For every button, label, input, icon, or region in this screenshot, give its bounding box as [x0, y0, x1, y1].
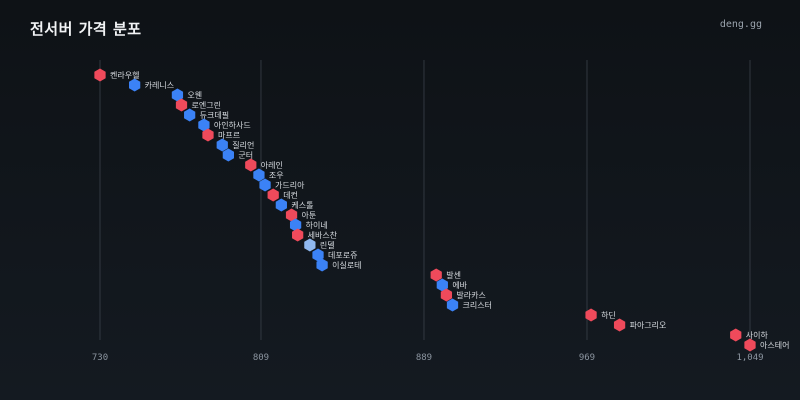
point-label: 아레인 — [261, 160, 283, 170]
data-point[interactable]: 린델 — [304, 238, 335, 252]
x-tick-label: 969 — [579, 353, 595, 363]
data-point[interactable]: 하이네 — [289, 218, 328, 232]
chart-title: 전서버 가격 분포 — [30, 20, 142, 38]
point-marker[interactable] — [316, 258, 328, 272]
data-point[interactable]: 듀크데필 — [184, 108, 229, 122]
point-marker[interactable] — [222, 148, 234, 162]
point-label: 발라카스 — [456, 290, 485, 300]
point-label: 파아그리오 — [630, 320, 667, 330]
point-marker[interactable] — [312, 248, 324, 262]
point-marker[interactable] — [730, 328, 742, 342]
data-point[interactable]: 발라카스 — [440, 288, 486, 302]
point-marker[interactable] — [275, 198, 287, 212]
data-point[interactable]: 켄라우헬 — [94, 68, 139, 82]
x-tick-label: 730 — [92, 353, 108, 363]
data-point[interactable]: 아레인 — [245, 158, 283, 172]
x-tick-label: 809 — [253, 353, 269, 363]
data-point[interactable]: 질리언 — [216, 138, 255, 152]
point-label: 카레니스 — [145, 80, 174, 90]
data-point[interactable]: 오웬 — [171, 88, 202, 102]
point-marker[interactable] — [292, 228, 304, 242]
point-label: 켄라우헬 — [110, 70, 139, 80]
point-marker[interactable] — [184, 108, 196, 122]
data-point[interactable]: 케스톨 — [275, 198, 314, 212]
point-marker[interactable] — [267, 188, 279, 202]
point-marker[interactable] — [175, 98, 188, 112]
point-label: 군터 — [238, 151, 253, 160]
x-tick-label: 1,049 — [736, 353, 763, 363]
point-marker[interactable] — [198, 118, 210, 132]
data-point[interactable]: 크리스터 — [446, 298, 492, 312]
point-marker[interactable] — [245, 158, 257, 172]
point-label: 아툰 — [302, 210, 317, 220]
point-marker[interactable] — [304, 238, 316, 252]
point-label: 사이하 — [746, 330, 769, 340]
data-point[interactable]: 데포로쥬 — [312, 248, 357, 262]
point-label: 케스톨 — [291, 201, 313, 210]
point-label: 듀크데필 — [200, 110, 229, 120]
point-label: 오웬 — [187, 91, 202, 100]
data-point[interactable]: 아인하사드 — [198, 118, 251, 132]
point-marker[interactable] — [94, 68, 106, 82]
data-point[interactable]: 군터 — [222, 148, 253, 162]
point-marker[interactable] — [446, 298, 459, 312]
data-point[interactable]: 조우 — [253, 168, 284, 182]
point-label: 하딘 — [601, 310, 616, 320]
point-marker[interactable] — [585, 308, 597, 322]
data-point[interactable]: 사이하 — [730, 328, 769, 342]
point-marker[interactable] — [430, 268, 442, 282]
point-label: 린델 — [320, 240, 335, 250]
point-label: 아스테어 — [760, 340, 789, 350]
point-label: 이실로테 — [332, 260, 361, 270]
point-label: 데컨 — [283, 190, 298, 200]
point-label: 크리스터 — [463, 301, 492, 310]
data-point[interactable]: 가드리아 — [259, 178, 305, 192]
point-label: 데포로쥬 — [328, 251, 357, 260]
point-marker[interactable] — [171, 88, 184, 102]
point-label: 가드리아 — [275, 180, 305, 190]
data-point[interactable]: 마프르 — [202, 128, 240, 142]
x-tick-label: 889 — [416, 353, 432, 363]
brand-label: deng.gg — [719, 19, 762, 30]
data-point[interactable]: 하딘 — [585, 308, 616, 322]
point-label: 발센 — [446, 270, 461, 280]
point-label: 질리언 — [232, 140, 254, 150]
point-label: 조우 — [269, 171, 284, 180]
point-marker[interactable] — [289, 218, 302, 232]
data-point[interactable]: 세바스찬 — [292, 228, 338, 242]
data-point[interactable]: 로엔그린 — [175, 98, 221, 112]
point-label: 하이네 — [306, 220, 328, 230]
data-point[interactable]: 아툰 — [285, 208, 317, 222]
data-point[interactable]: 카레니스 — [129, 78, 174, 92]
point-marker[interactable] — [440, 288, 453, 302]
point-label: 에바 — [452, 280, 467, 290]
point-label: 로엔그린 — [192, 100, 221, 110]
point-marker[interactable] — [253, 168, 265, 182]
data-point[interactable]: 에바 — [436, 278, 468, 292]
data-point[interactable]: 이실로테 — [316, 258, 362, 272]
point-marker[interactable] — [216, 138, 228, 152]
point-marker[interactable] — [285, 208, 298, 222]
point-label: 세바스찬 — [308, 230, 338, 240]
data-point[interactable]: 파아그리오 — [613, 318, 667, 332]
data-point[interactable]: 데컨 — [267, 188, 298, 202]
point-marker[interactable] — [744, 338, 756, 352]
point-marker[interactable] — [129, 78, 141, 92]
point-marker[interactable] — [613, 318, 626, 332]
point-label: 마프르 — [218, 131, 240, 140]
data-point[interactable]: 아스테어 — [744, 338, 789, 352]
point-marker[interactable] — [202, 128, 214, 142]
point-label: 아인하사드 — [214, 120, 251, 130]
point-marker[interactable] — [259, 178, 271, 192]
point-marker[interactable] — [436, 278, 448, 292]
data-point[interactable]: 발센 — [430, 268, 461, 282]
